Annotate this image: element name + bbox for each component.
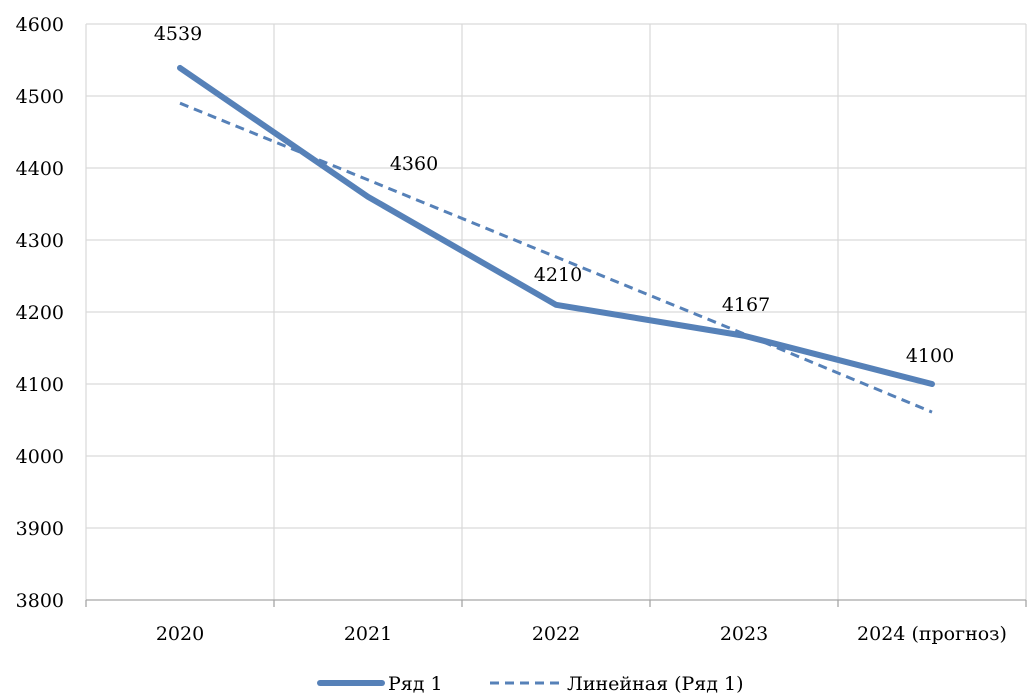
data-label: 4167 bbox=[722, 294, 770, 316]
x-tick-label: 2020 bbox=[156, 623, 204, 645]
series-layer bbox=[177, 64, 935, 414]
y-tick-label: 4200 bbox=[16, 302, 64, 324]
y-tick-label: 4600 bbox=[16, 14, 64, 36]
trendline bbox=[179, 101, 933, 414]
legend-label: Ряд 1 bbox=[388, 673, 443, 695]
y-tick-label: 3900 bbox=[16, 518, 64, 540]
data-label: 4360 bbox=[390, 153, 438, 175]
legend: Ряд 1 Линейная (Ряд 1) bbox=[317, 673, 744, 695]
x-tick-label: 2021 bbox=[344, 623, 392, 645]
y-tick-label: 4000 bbox=[16, 446, 64, 468]
data-labels: 4539 4360 4210 4167 4100 bbox=[154, 23, 954, 367]
x-tick-label: 2022 bbox=[532, 623, 580, 645]
y-axis: 3800 3900 4000 4100 4200 4300 4400 4500 4600 bbox=[16, 14, 64, 612]
data-label: 4210 bbox=[534, 264, 582, 286]
data-label: 4100 bbox=[906, 345, 954, 367]
x-tick-label: 2023 bbox=[720, 623, 768, 645]
series-line bbox=[177, 64, 935, 387]
y-tick-label: 4100 bbox=[16, 374, 64, 396]
legend-label: Линейная (Ряд 1) bbox=[567, 673, 744, 695]
y-tick-label: 4400 bbox=[16, 158, 64, 180]
data-label: 4539 bbox=[154, 23, 202, 45]
x-axis: 2020 2021 2022 2023 2024 (прогноз) bbox=[85, 599, 1027, 645]
y-tick-label: 4500 bbox=[16, 86, 64, 108]
y-tick-label: 4300 bbox=[16, 230, 64, 252]
y-tick-label: 3800 bbox=[16, 590, 64, 612]
chart-grid bbox=[85, 23, 1027, 600]
x-tick-label: 2024 (прогноз) bbox=[857, 623, 1007, 645]
